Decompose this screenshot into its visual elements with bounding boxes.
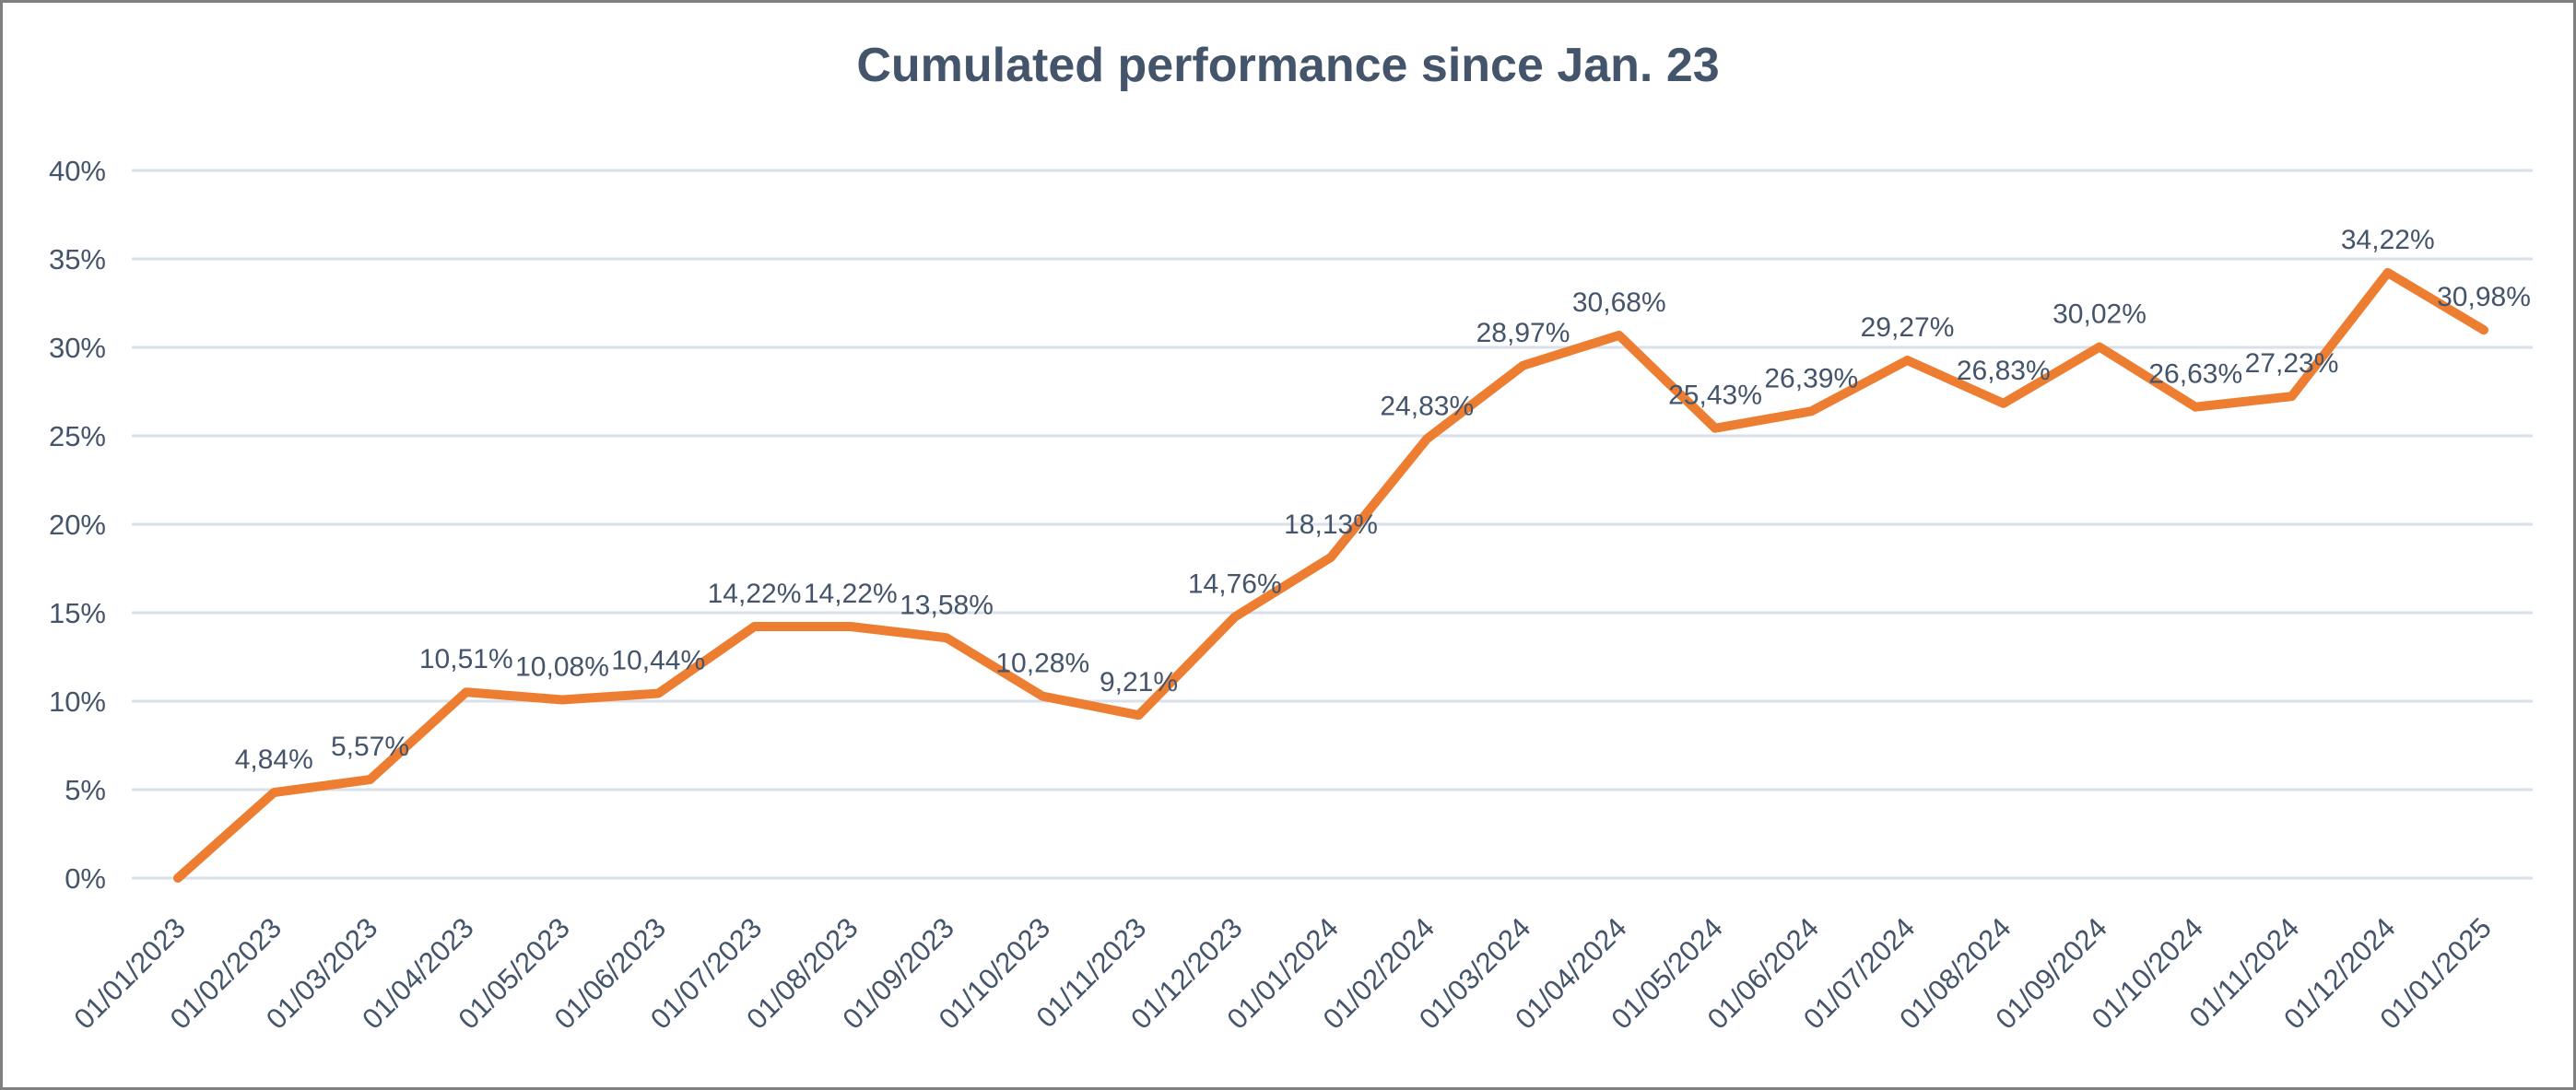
y-axis-tick-label: 30%: [49, 332, 106, 364]
data-label: 18,13%: [1284, 510, 1378, 540]
data-label: 25,43%: [1668, 381, 1762, 411]
y-axis-tick-label: 35%: [49, 243, 106, 275]
data-label: 10,08%: [515, 651, 609, 682]
data-label: 10,51%: [419, 644, 513, 674]
performance-line: [173, 267, 2488, 883]
data-label: 5,57%: [331, 732, 409, 762]
data-label: 14,76%: [1188, 569, 1282, 600]
y-axis-tick-label: 40%: [49, 155, 106, 187]
data-label: 34,22%: [2341, 225, 2435, 255]
y-axis-tick-label: 15%: [49, 597, 106, 629]
data-label: 30,68%: [1572, 287, 1666, 318]
data-label: 24,83%: [1380, 391, 1474, 421]
y-axis-tick-label: 0%: [65, 862, 106, 895]
data-label: 10,28%: [995, 649, 1089, 679]
chart-title: Cumulated performance since Jan. 23: [856, 39, 1720, 92]
data-label: 10,44%: [611, 646, 705, 676]
data-label: 27,23%: [2245, 348, 2339, 379]
data-label: 13,58%: [900, 590, 994, 620]
data-label: 9,21%: [1100, 667, 1178, 697]
data-label: 26,83%: [1957, 356, 2051, 386]
data-label: 30,02%: [2053, 299, 2147, 330]
data-label: 30,98%: [2437, 282, 2531, 312]
y-axis-tick-label: 20%: [49, 509, 106, 541]
data-label: 26,63%: [2148, 359, 2242, 390]
y-axis-tick-label: 10%: [49, 686, 106, 718]
data-label: 29,27%: [1861, 312, 1955, 343]
data-label: 28,97%: [1476, 318, 1570, 348]
y-axis-tick-label: 5%: [65, 774, 106, 806]
data-label: 26,39%: [1764, 363, 1858, 393]
y-axis-tick-label: 25%: [49, 420, 106, 452]
data-label: 14,22%: [708, 579, 802, 609]
data-label: 4,84%: [235, 744, 313, 775]
line-chart-canvas: 0%5%10%15%20%25%30%35%40%01/01/202301/02…: [49, 155, 2533, 1036]
data-label: 14,22%: [804, 579, 898, 609]
